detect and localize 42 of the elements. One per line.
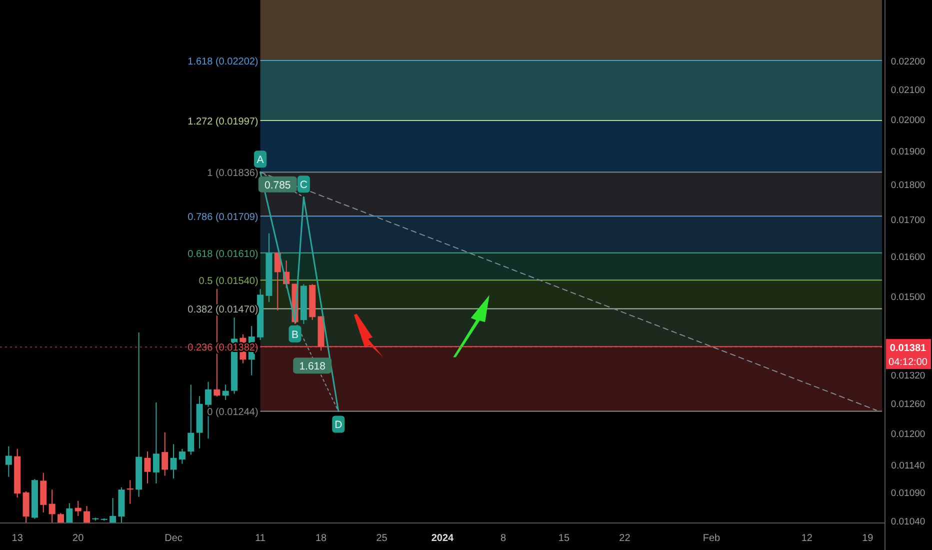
x-tick-label: Dec — [164, 533, 182, 544]
ref-line-label: 0.236 (0.01382) — [188, 342, 258, 354]
x-tick-label: 11 — [255, 533, 266, 544]
y-tick-label: 0.01800 — [890, 180, 926, 191]
y-tick-label: 0.01200 — [890, 428, 926, 440]
annotation: D — [334, 419, 343, 432]
y-tick-label: 0.01600 — [890, 252, 926, 264]
x-tick-label: 15 — [558, 533, 570, 544]
y-tick-label: 0.02100 — [890, 85, 926, 96]
y-tick-label: 0.01140 — [891, 460, 925, 472]
x-tick-label: 20 — [72, 533, 84, 544]
y-tick-label: 0.01500 — [890, 292, 926, 303]
x-tick-label: 18 — [315, 533, 328, 544]
ref-line-label: 0.5 (0.01540) — [198, 276, 258, 288]
x-tick-label: 12 — [801, 533, 813, 544]
y-tick-label: 0.01320 — [890, 370, 926, 382]
x-tick-label: 22 — [619, 533, 631, 544]
ref-line-label: 0.786 (0.01709) — [188, 212, 258, 224]
y-tick-label: 0.01090 — [890, 488, 926, 499]
y-tick-label: 0.01700 — [890, 214, 926, 226]
text: 04:12:00 — [888, 357, 928, 368]
ref-line-label: 0.01381 — [890, 343, 927, 354]
ref-line-label: 0.618 (0.01610) — [188, 248, 258, 260]
ref-line-label: 1 (0.01836) — [207, 168, 258, 180]
annotation: 0.785 — [264, 179, 291, 192]
ref-line-label: 1.272 (0.01997) — [188, 116, 258, 128]
ref-line-label: 1.618 (0.02202) — [188, 56, 258, 68]
annotation: B — [291, 328, 299, 341]
y-tick-label: 0.01040 — [890, 516, 926, 528]
y-tick-label: 0.01900 — [890, 146, 926, 158]
annotation: A — [256, 154, 264, 166]
x-tick-label: 19 — [862, 533, 874, 544]
x-tick-label: 25 — [376, 533, 388, 544]
y-tick-label: 0.02000 — [890, 115, 926, 126]
annotation: 1.618 — [299, 360, 326, 373]
x-tick-label: Feb — [702, 533, 721, 544]
x-tick-label: 8 — [500, 533, 506, 544]
annotation: C — [300, 179, 308, 192]
y-tick-label: 0.02200 — [890, 56, 926, 68]
x-tick-label: 13 — [12, 533, 24, 544]
x-tick-label: 2024 — [431, 533, 454, 544]
y-tick-label: 0.01260 — [890, 398, 926, 410]
